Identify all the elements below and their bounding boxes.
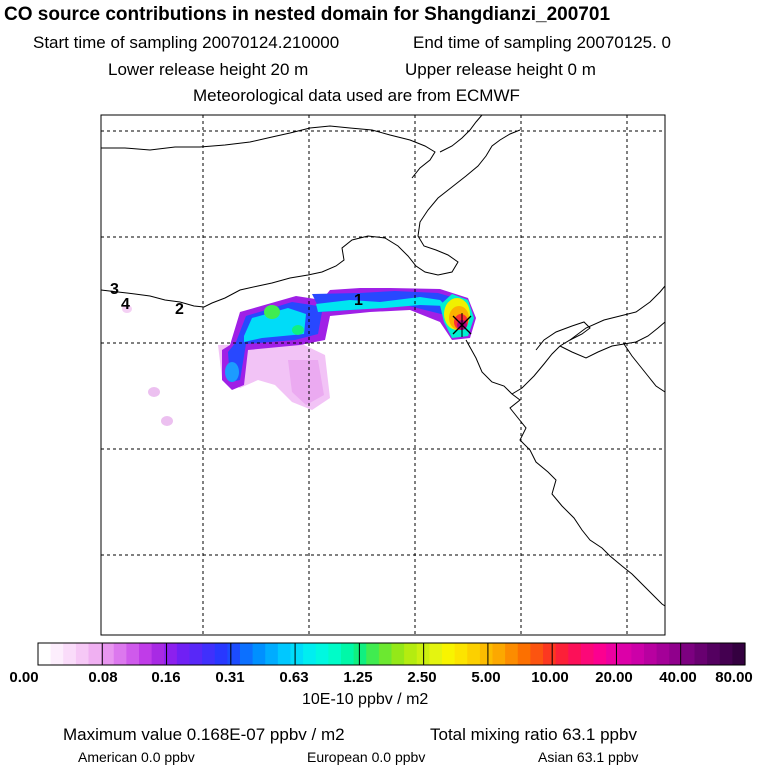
- page-title: CO source contributions in nested domain…: [4, 4, 611, 25]
- region-marker-4: 4: [121, 296, 130, 313]
- colorbar-swatch: [681, 643, 696, 665]
- colorbar: [37, 642, 746, 666]
- map-frame: [100, 114, 666, 636]
- colorbar-label-3: 0.31: [215, 669, 245, 686]
- colorbar-swatch: [139, 643, 153, 665]
- colorbar-swatch: [240, 643, 254, 665]
- colorbar-swatch: [719, 643, 733, 665]
- colorbar-label-6: 2.50: [407, 669, 437, 686]
- colorbar-swatch: [50, 643, 64, 665]
- colorbar-label-4: 0.63: [279, 669, 309, 686]
- asian-contribution: Asian 63.1 ppbv: [538, 749, 639, 765]
- upper-release-height: Upper release height 0 m: [405, 60, 596, 79]
- colorbar-swatch: [202, 643, 216, 665]
- colorbar-swatch: [353, 643, 367, 665]
- colorbar-swatch: [505, 643, 519, 665]
- colorbar-swatch: [404, 643, 418, 665]
- colorbar-swatch: [454, 643, 468, 665]
- colorbar-swatch: [315, 643, 329, 665]
- total-mixing-ratio: Total mixing ratio 63.1 ppbv: [430, 725, 637, 744]
- colorbar-swatch: [429, 643, 443, 665]
- colorbar-label-1: 0.08: [88, 669, 118, 686]
- region-marker-2: 2: [175, 301, 184, 318]
- colorbar-label-7: 5.00: [471, 669, 501, 686]
- colorbar-swatch: [644, 643, 658, 665]
- colorbar-swatch: [303, 643, 317, 665]
- colorbar-swatch: [164, 643, 178, 665]
- colorbar-swatch: [38, 643, 52, 665]
- coastlines: [100, 114, 666, 607]
- colorbar-swatch: [618, 643, 632, 665]
- colorbar-label-9: 20.00: [595, 669, 633, 686]
- lower-release-height: Lower release height 20 m: [108, 60, 309, 79]
- colorbar-swatch: [391, 643, 405, 665]
- colorbar-swatch: [707, 643, 721, 665]
- colorbar-swatch: [341, 643, 355, 665]
- colorbar-swatch: [189, 643, 203, 665]
- colorbar-swatch: [656, 643, 670, 665]
- colorbar-label-2: 0.16: [151, 669, 181, 686]
- colorbar-label-11: 80.00: [715, 669, 753, 686]
- colorbar-swatch: [378, 643, 393, 665]
- colorbar-swatch: [732, 643, 746, 665]
- colorbar-swatch: [101, 643, 115, 665]
- colorbar-swatch: [88, 643, 102, 665]
- region-marker-3: 3: [110, 281, 119, 298]
- colorbar-swatch: [328, 643, 342, 665]
- colorbar-swatch: [366, 643, 380, 665]
- colorbar-swatch: [252, 643, 266, 665]
- colorbar-swatch: [580, 643, 595, 665]
- colorbar-label-5: 1.25: [343, 669, 373, 686]
- colorbar-swatch: [593, 643, 607, 665]
- colorbar-label-10: 40.00: [659, 669, 697, 686]
- plume-field: [122, 288, 476, 426]
- colorbar-swatch: [176, 643, 191, 665]
- colorbar-swatch: [517, 643, 531, 665]
- receptor-marker: [452, 313, 472, 337]
- colorbar-swatch: [277, 643, 292, 665]
- colorbar-swatch: [606, 643, 620, 665]
- colorbar-border: [37, 642, 746, 666]
- lat-lon-grid: [101, 115, 665, 635]
- colorbar-swatch: [126, 643, 140, 665]
- colorbar-swatch: [442, 643, 456, 665]
- colorbar-swatch: [113, 643, 127, 665]
- end-time-label: End time of sampling 20070125. 0: [413, 33, 672, 52]
- colorbar-swatch: [479, 643, 494, 665]
- colorbar-swatch: [530, 643, 544, 665]
- colorbar-swatch: [467, 643, 481, 665]
- colorbar-swatch: [63, 643, 77, 665]
- colorbar-swatch: [75, 643, 90, 665]
- region-marker-1: 1: [354, 292, 363, 309]
- colorbar-swatch: [669, 643, 683, 665]
- european-contribution: European 0.0 ppbv: [307, 749, 426, 765]
- colorbar-swatch: [151, 643, 165, 665]
- colorbar-swatch: [694, 643, 708, 665]
- colorbar-unit: 10E-10 ppbv / m2: [302, 691, 429, 708]
- colorbar-swatch: [492, 643, 506, 665]
- american-contribution: American 0.0 ppbv: [78, 749, 195, 765]
- colorbar-swatch: [555, 643, 569, 665]
- colorbar-swatch: [568, 643, 582, 665]
- start-time-label: Start time of sampling 20070124.210000: [33, 33, 340, 52]
- colorbar-swatch: [214, 643, 228, 665]
- colorbar-swatch: [227, 643, 241, 665]
- max-value: Maximum value 0.168E-07 ppbv / m2: [63, 725, 345, 744]
- colorbar-swatch: [543, 643, 557, 665]
- met-data-label: Meteorological data used are from ECMWF: [193, 86, 520, 105]
- colorbar-swatch: [631, 643, 645, 665]
- colorbar-swatch: [265, 643, 279, 665]
- colorbar-swatch: [290, 643, 304, 665]
- colorbar-label-0: 0.00: [9, 669, 39, 686]
- colorbar-label-8: 10.00: [531, 669, 569, 686]
